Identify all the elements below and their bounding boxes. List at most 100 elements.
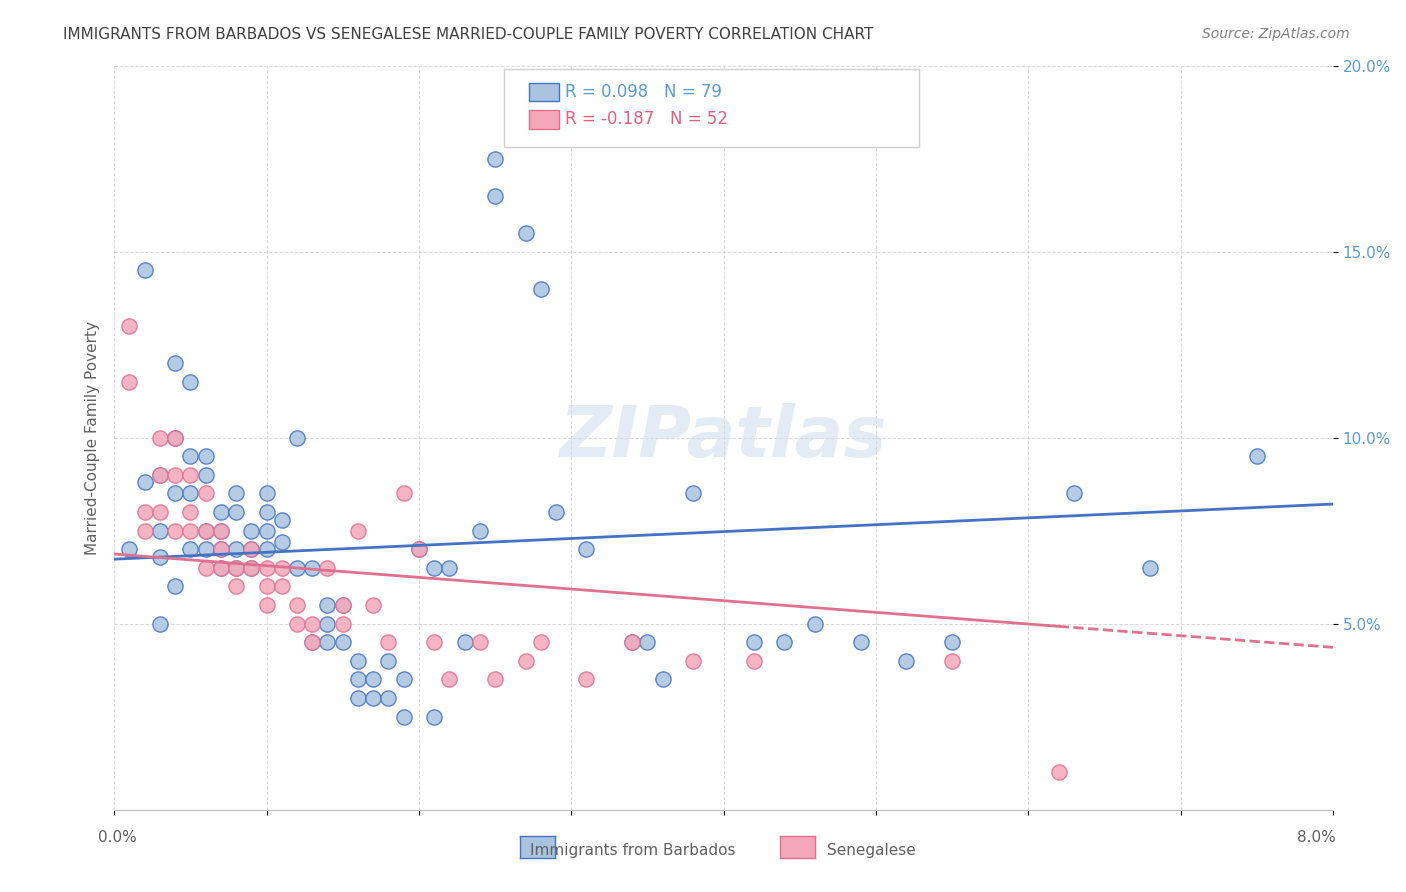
Point: [270, 512, 292, 526]
Text: IMMIGRANTS FROM BARBADOS VS SENEGALESE MARRIED-COUPLE FAMILY POVERTY CORRELATION: IMMIGRANTS FROM BARBADOS VS SENEGALESE M…: [63, 27, 873, 42]
Text: Source: ZipAtlas.com: Source: ZipAtlas.com: [1202, 27, 1350, 41]
Point: [209, 524, 232, 538]
Point: [377, 635, 399, 649]
Point: [194, 467, 217, 482]
Point: [332, 598, 354, 612]
Point: [194, 561, 217, 575]
Point: [209, 505, 232, 519]
Point: [316, 561, 339, 575]
Point: [165, 486, 187, 500]
FancyBboxPatch shape: [529, 83, 560, 102]
Point: [179, 486, 201, 500]
Point: [530, 635, 553, 649]
Point: [209, 542, 232, 557]
Point: [392, 673, 415, 687]
Point: [301, 561, 323, 575]
Text: R = 0.098   N = 79: R = 0.098 N = 79: [565, 83, 723, 101]
Point: [682, 654, 704, 668]
Point: [1139, 561, 1161, 575]
Point: [134, 263, 156, 277]
Text: 8.0%: 8.0%: [1296, 830, 1336, 845]
Point: [179, 524, 201, 538]
Point: [621, 635, 644, 649]
Point: [285, 431, 308, 445]
Point: [332, 635, 354, 649]
Point: [896, 654, 918, 668]
Point: [941, 635, 963, 649]
Point: [194, 486, 217, 500]
Point: [392, 709, 415, 723]
Point: [468, 635, 491, 649]
Point: [134, 475, 156, 490]
Point: [270, 579, 292, 593]
Point: [134, 505, 156, 519]
Point: [773, 635, 796, 649]
Point: [575, 673, 598, 687]
Point: [179, 542, 201, 557]
Point: [225, 561, 247, 575]
Text: ZIPatlas: ZIPatlas: [560, 403, 887, 472]
Point: [179, 449, 201, 463]
Point: [194, 524, 217, 538]
Point: [1246, 449, 1268, 463]
Point: [270, 534, 292, 549]
Point: [194, 542, 217, 557]
Point: [423, 709, 446, 723]
Point: [484, 152, 506, 166]
Point: [165, 356, 187, 370]
Point: [332, 616, 354, 631]
Point: [225, 505, 247, 519]
Point: [301, 635, 323, 649]
Point: [270, 561, 292, 575]
Point: [149, 549, 172, 564]
Point: [439, 673, 461, 687]
Point: [240, 542, 263, 557]
Point: [468, 524, 491, 538]
Point: [209, 561, 232, 575]
Point: [194, 524, 217, 538]
Point: [361, 691, 384, 706]
Point: [515, 654, 537, 668]
Point: [515, 226, 537, 240]
Point: [392, 486, 415, 500]
Point: [316, 598, 339, 612]
Point: [621, 635, 644, 649]
Point: [179, 375, 201, 389]
Point: [377, 654, 399, 668]
Point: [1063, 486, 1085, 500]
Point: [194, 449, 217, 463]
Point: [484, 189, 506, 203]
Point: [682, 486, 704, 500]
Point: [347, 654, 370, 668]
Point: [240, 561, 263, 575]
Point: [316, 616, 339, 631]
Point: [332, 598, 354, 612]
Y-axis label: Married-Couple Family Poverty: Married-Couple Family Poverty: [86, 320, 100, 555]
Point: [118, 542, 141, 557]
Point: [804, 616, 827, 631]
Point: [256, 542, 278, 557]
Point: [439, 561, 461, 575]
Text: Immigrants from Barbados: Immigrants from Barbados: [530, 843, 735, 858]
Point: [165, 431, 187, 445]
Point: [225, 542, 247, 557]
Point: [285, 616, 308, 631]
Point: [209, 524, 232, 538]
Point: [347, 691, 370, 706]
Point: [256, 579, 278, 593]
Point: [179, 505, 201, 519]
FancyBboxPatch shape: [529, 111, 560, 128]
Point: [118, 375, 141, 389]
Point: [301, 635, 323, 649]
Point: [285, 561, 308, 575]
Point: [742, 635, 765, 649]
Point: [408, 542, 430, 557]
Point: [240, 524, 263, 538]
Point: [544, 505, 567, 519]
Point: [225, 486, 247, 500]
Point: [149, 505, 172, 519]
Point: [240, 542, 263, 557]
FancyBboxPatch shape: [505, 70, 918, 147]
Text: 0.0%: 0.0%: [98, 830, 138, 845]
Point: [256, 524, 278, 538]
